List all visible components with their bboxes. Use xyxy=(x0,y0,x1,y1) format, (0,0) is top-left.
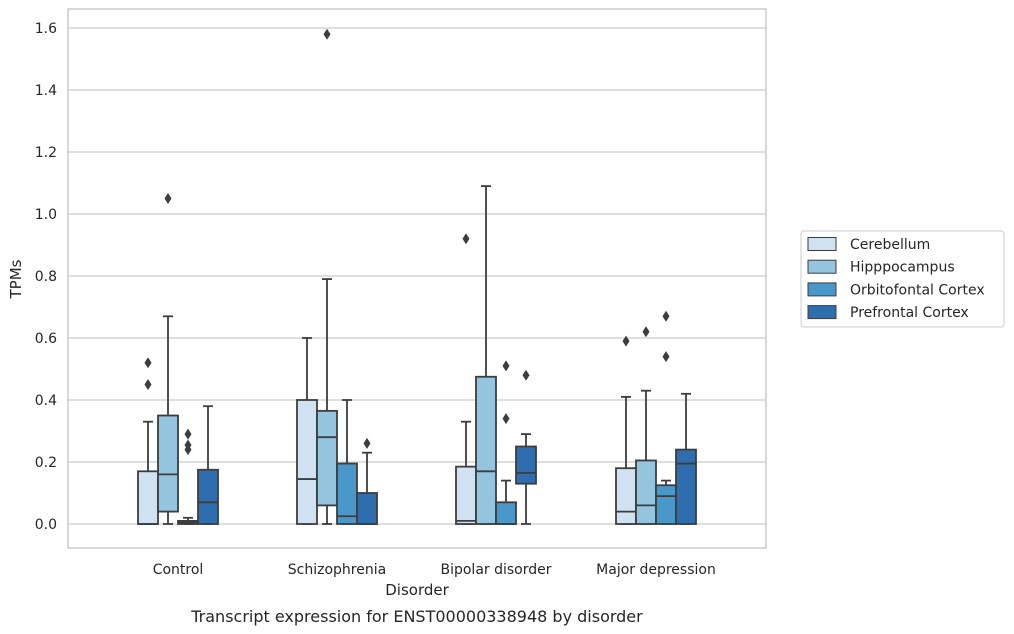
y-tick-label: 1.6 xyxy=(35,21,57,37)
outlier-point xyxy=(502,360,510,372)
outlier-point xyxy=(363,437,371,449)
y-tick-label: 0.4 xyxy=(35,393,57,409)
box-iqr xyxy=(296,399,318,525)
legend-swatch xyxy=(807,237,837,251)
y-tick-label: 1.0 xyxy=(35,207,57,223)
box-group xyxy=(296,337,318,525)
box-iqr xyxy=(615,467,637,525)
y-tick-label: 0.6 xyxy=(35,331,57,347)
plot-background xyxy=(68,9,766,548)
box-iqr xyxy=(515,445,537,485)
box-groups xyxy=(137,28,697,525)
outlier-point xyxy=(164,193,172,204)
legend-label: Hipppocampus xyxy=(850,260,955,276)
box-iqr xyxy=(655,484,677,525)
outlier-point xyxy=(522,369,530,381)
box-iqr xyxy=(197,468,219,525)
legend-frame xyxy=(800,230,1005,328)
legend-label: Cerebellum xyxy=(850,237,930,253)
outlier-point xyxy=(622,335,630,347)
outlier-point xyxy=(184,439,192,451)
legend-swatch xyxy=(807,259,837,274)
box-iqr xyxy=(336,462,358,525)
outlier-point xyxy=(184,428,192,440)
box-iqr xyxy=(157,414,179,513)
box-iqr xyxy=(675,448,697,525)
box-group xyxy=(655,310,677,525)
box-iqr xyxy=(475,375,497,525)
outlier-point xyxy=(502,413,510,425)
outlier-point xyxy=(662,351,670,363)
box-group xyxy=(675,392,697,525)
legend-label: Orbitofontal Cortex xyxy=(850,282,985,298)
y-tick-label: 1.2 xyxy=(35,145,57,161)
box-iqr xyxy=(455,465,477,525)
legend-swatch xyxy=(807,282,837,297)
x-tick-label: Schizophrenia xyxy=(288,562,386,578)
x-tick-labels: Control Schizophrenia Bipolar disorder Majo… xyxy=(153,562,716,578)
y-axis-title: TPMs xyxy=(7,259,25,299)
box-iqr xyxy=(316,409,338,507)
y-tick-label: 0.0 xyxy=(35,517,57,533)
x-tick-label: Control xyxy=(153,562,204,578)
box-group xyxy=(197,405,219,525)
box-group xyxy=(177,428,199,525)
box-group xyxy=(316,28,338,525)
y-tick-labels: 0.0 0.2 0.4 0.6 0.8 1.0 1.2 1.4 1.6 xyxy=(35,21,57,533)
outlier-point xyxy=(144,357,152,369)
outlier-point xyxy=(323,28,331,40)
box-iqr xyxy=(495,501,517,525)
outlier-point xyxy=(662,310,670,322)
box-group xyxy=(515,369,537,525)
x-tick-label: Bipolar disorder xyxy=(440,562,551,578)
legend: Cerebellum Hipppocampus Orbitofontal Corte… xyxy=(800,230,1005,328)
x-axis-title: Disorder xyxy=(385,581,449,599)
box-group xyxy=(455,233,477,525)
outlier-point xyxy=(462,233,470,245)
outlier-point xyxy=(144,379,152,390)
legend-swatch xyxy=(807,305,837,320)
y-tick-label: 0.8 xyxy=(35,269,57,285)
box-group xyxy=(495,360,517,525)
legend-label: Prefrontal Cortex xyxy=(850,305,969,321)
box-group xyxy=(356,437,378,525)
outlier-point xyxy=(642,326,650,338)
chart-caption: Transcript expression for ENST0000033894… xyxy=(190,607,643,626)
box-iqr xyxy=(635,459,657,525)
box-iqr xyxy=(356,492,378,525)
plot-frame xyxy=(67,8,767,549)
y-tick-label: 0.2 xyxy=(35,455,57,471)
box-group xyxy=(615,335,637,525)
box-group xyxy=(336,399,358,525)
box-iqr xyxy=(137,470,159,525)
x-tick-label: Major depression xyxy=(596,562,716,578)
y-tick-label: 1.4 xyxy=(35,83,57,99)
box-group xyxy=(475,185,497,525)
box-group xyxy=(137,357,159,525)
box-group xyxy=(157,193,179,525)
